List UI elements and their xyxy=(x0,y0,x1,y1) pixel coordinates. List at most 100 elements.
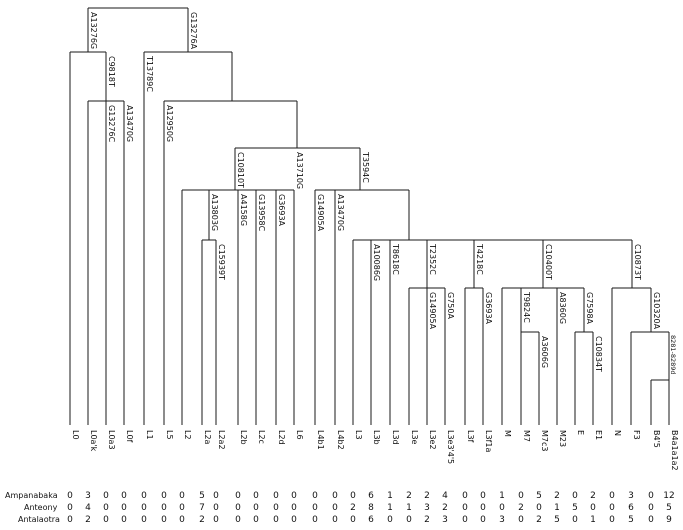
mutation-label: C10834T xyxy=(594,336,603,372)
mutation-label: T4218C xyxy=(475,243,484,275)
count-cell: 7 xyxy=(199,503,205,513)
count-cell: 2 xyxy=(442,503,448,513)
count-cell: 3 xyxy=(628,491,634,501)
count-cell: 2 xyxy=(590,491,596,501)
count-cell: 0 xyxy=(609,491,615,501)
count-cell: 2 xyxy=(518,503,524,513)
mutation-label: C15939T xyxy=(217,244,226,280)
count-cell: 8 xyxy=(368,503,374,513)
haplogroup-label: L2 xyxy=(183,430,192,440)
tree-branches xyxy=(69,7,670,425)
count-cell: 0 xyxy=(406,515,412,525)
count-cell: 5 xyxy=(199,491,205,501)
population-name: Ampanabaka xyxy=(5,491,58,500)
count-cell: 0 xyxy=(332,503,338,513)
count-cell: 0 xyxy=(536,503,542,513)
mutation-label: G14905A xyxy=(428,292,437,330)
count-cell: 2 xyxy=(536,515,542,525)
count-cell: 0 xyxy=(273,503,279,513)
count-cell: 0 xyxy=(518,491,524,501)
mutation-label: G3693A xyxy=(277,194,286,227)
count-cell: 0 xyxy=(332,515,338,525)
count-cell: 0 xyxy=(518,515,524,525)
mutation-label: A12950G xyxy=(165,105,174,142)
count-cell: 9 xyxy=(666,515,672,525)
count-cell: 0 xyxy=(235,515,241,525)
count-cell: 0 xyxy=(179,491,185,501)
count-cell: 0 xyxy=(648,503,654,513)
count-cell: 4 xyxy=(85,503,91,513)
mutation-label: C9818T xyxy=(107,56,116,87)
count-cell: 1 xyxy=(499,491,505,501)
count-cell: 0 xyxy=(235,491,241,501)
count-cell: 0 xyxy=(332,491,338,501)
mutation-label: T9824C xyxy=(522,291,531,323)
haplogroup-label: L3e3'4'5 xyxy=(446,430,455,464)
mutation-label: G13958C xyxy=(257,194,266,232)
mutation-label: A4158G xyxy=(239,194,248,226)
count-cell: 0 xyxy=(572,491,578,501)
count-cell: 0 xyxy=(67,515,73,525)
count-cell: 0 xyxy=(161,515,167,525)
haplogroup-label: L3e xyxy=(410,430,419,445)
haplogroup-label: B4'5 xyxy=(652,430,661,448)
count-cell: 0 xyxy=(273,515,279,525)
mutation-label: C10873T xyxy=(633,244,642,280)
count-cell: 0 xyxy=(291,503,297,513)
count-cell: 4 xyxy=(442,491,448,501)
count-cell: 1 xyxy=(387,491,393,501)
count-cell: 2 xyxy=(350,503,356,513)
count-cell: 0 xyxy=(480,503,486,513)
mutation-label: G3693A xyxy=(484,292,493,325)
count-cell: 5 xyxy=(554,515,560,525)
count-cell: 2 xyxy=(554,491,560,501)
mutation-label: A3606G xyxy=(540,336,549,368)
population-name: Antalaotra xyxy=(18,515,60,524)
haplogroup-label: L0a3 xyxy=(107,430,116,450)
count-cell: 0 xyxy=(253,503,259,513)
mutation-label: A13276G xyxy=(89,12,98,49)
count-cell: 2 xyxy=(406,491,412,501)
haplogroup-label: L2d xyxy=(277,430,286,445)
haplogroup-label: B4a1a1a2 xyxy=(670,430,679,471)
count-cell: 0 xyxy=(312,503,318,513)
mutation-label: 8281-8289d xyxy=(669,335,677,375)
count-cell: 1 xyxy=(590,515,596,525)
haplogroup-label: L0a'k xyxy=(89,430,98,452)
count-cell: 1 xyxy=(406,503,412,513)
count-cell: 0 xyxy=(103,491,109,501)
count-cell: 0 xyxy=(312,515,318,525)
haplogroup-label: L0 xyxy=(71,430,80,440)
haplogroup-label: N xyxy=(613,430,622,436)
count-cell: 5 xyxy=(536,491,542,501)
count-cell: 6 xyxy=(368,491,374,501)
haplogroup-label: L0f xyxy=(125,430,134,443)
haplogroup-label: M23 xyxy=(558,430,567,447)
haplogroup-label: L3b xyxy=(372,430,381,445)
mutation-label: C10810T xyxy=(236,152,245,188)
haplogroup-label: L5 xyxy=(165,430,174,440)
count-cell: 0 xyxy=(572,515,578,525)
count-cell: 0 xyxy=(273,491,279,501)
haplogroup-label: M xyxy=(503,430,512,437)
count-cell: 0 xyxy=(609,503,615,513)
haplogroup-label: L2a xyxy=(203,430,212,445)
mutation-label: A13710G xyxy=(295,152,304,189)
haplogroup-label: E xyxy=(576,430,585,435)
count-cell: 2 xyxy=(85,515,91,525)
haplogroup-label: L1 xyxy=(145,430,154,440)
count-cell: 0 xyxy=(291,491,297,501)
count-cell: 0 xyxy=(462,515,468,525)
count-cell: 0 xyxy=(179,515,185,525)
count-cell: 0 xyxy=(253,491,259,501)
population-name: Anteony xyxy=(24,503,58,512)
count-cell: 6 xyxy=(368,515,374,525)
mutation-label: A8360G xyxy=(558,292,567,324)
mutation-label: G13276A xyxy=(189,12,198,50)
mutation-label: A10086G xyxy=(372,244,381,281)
count-cell: 0 xyxy=(213,515,219,525)
haplogroup-label: L6 xyxy=(295,430,304,440)
mutation-label: G13276C xyxy=(107,105,116,143)
count-cell: 3 xyxy=(499,515,505,525)
